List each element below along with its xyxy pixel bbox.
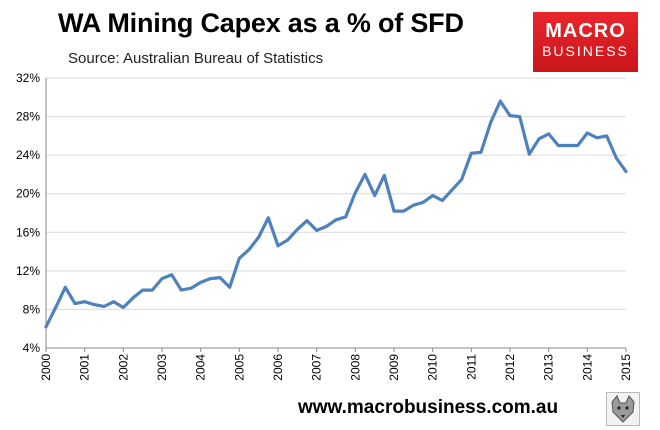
data-point xyxy=(286,238,290,242)
data-point xyxy=(479,150,483,154)
data-point xyxy=(518,115,522,118)
data-point xyxy=(450,188,454,192)
footer-url: www.macrobusiness.com.au xyxy=(298,397,559,418)
data-point xyxy=(363,173,367,176)
data-point xyxy=(92,303,96,306)
data-point xyxy=(63,285,67,289)
data-point xyxy=(315,229,319,232)
data-point xyxy=(73,302,77,305)
data-point xyxy=(614,156,618,160)
x-tick-label: 2012 xyxy=(503,354,517,381)
data-point xyxy=(556,144,560,147)
data-point xyxy=(527,152,531,156)
x-tick-label: 2015 xyxy=(619,354,633,381)
data-point xyxy=(498,99,502,103)
data-point xyxy=(102,305,106,308)
x-tick-label: 2005 xyxy=(232,354,246,381)
data-point xyxy=(469,151,473,155)
data-point xyxy=(189,286,193,290)
y-tick-label: 4% xyxy=(23,341,41,355)
x-tick-label: 2007 xyxy=(310,354,324,381)
data-point xyxy=(460,177,464,181)
data-point xyxy=(566,144,570,147)
data-point xyxy=(431,194,435,198)
data-point xyxy=(54,306,58,309)
y-tick-label: 16% xyxy=(16,225,40,239)
data-point xyxy=(595,136,599,140)
y-tick-label: 12% xyxy=(16,264,40,278)
data-point xyxy=(44,325,48,329)
y-tick-label: 28% xyxy=(16,110,40,124)
data-point xyxy=(295,228,299,231)
data-point xyxy=(228,285,232,289)
x-tick-label: 2011 xyxy=(464,354,478,380)
chart-source: Source: Australian Bureau of Statistics xyxy=(68,50,324,67)
data-point xyxy=(547,132,551,136)
data-point xyxy=(266,216,270,220)
data-point xyxy=(411,203,415,207)
data-point xyxy=(199,281,203,284)
data-point xyxy=(624,170,628,173)
x-tick-label: 2014 xyxy=(580,354,594,381)
x-tick-label: 2004 xyxy=(194,354,208,381)
x-tick-label: 2008 xyxy=(348,354,362,381)
data-point xyxy=(421,201,425,204)
macrobusiness-logo: MACRO BUSINESS xyxy=(533,12,638,72)
x-tick-label: 2009 xyxy=(387,354,401,381)
data-point xyxy=(257,235,261,239)
data-point xyxy=(334,218,338,222)
x-tick-label: 2001 xyxy=(78,354,92,381)
logo-line-2: BUSINESS xyxy=(542,43,629,59)
data-point xyxy=(141,288,145,292)
data-point xyxy=(237,256,241,260)
logo-line-1: MACRO xyxy=(545,20,626,42)
y-tick-label: 8% xyxy=(23,302,41,316)
data-point xyxy=(150,288,154,292)
x-tick-label: 2003 xyxy=(155,354,169,381)
y-tick-label: 24% xyxy=(16,148,40,162)
data-point xyxy=(585,131,589,135)
series-line xyxy=(44,99,628,329)
data-point xyxy=(537,137,541,141)
data-point xyxy=(179,288,183,292)
data-point xyxy=(121,306,125,309)
data-point xyxy=(83,300,87,304)
y-tick-label: 32% xyxy=(16,71,40,85)
data-point xyxy=(576,144,580,147)
data-point xyxy=(208,277,212,280)
data-point xyxy=(131,296,135,300)
data-point xyxy=(160,277,164,280)
data-point xyxy=(247,248,251,252)
data-point xyxy=(605,134,609,138)
data-point xyxy=(508,114,512,117)
data-point xyxy=(324,225,328,228)
data-point xyxy=(382,174,386,177)
x-tick-label: 2000 xyxy=(39,354,53,381)
data-point xyxy=(440,199,444,202)
x-tick-label: 2013 xyxy=(542,354,556,381)
x-tick-label: 2010 xyxy=(426,354,440,381)
data-point xyxy=(373,194,377,198)
data-point xyxy=(353,191,357,195)
data-point xyxy=(489,121,493,124)
data-point xyxy=(305,219,309,223)
wolf-mascot-icon xyxy=(606,392,640,426)
data-point xyxy=(392,209,396,213)
data-point xyxy=(218,276,222,279)
data-point xyxy=(344,215,348,219)
data-point xyxy=(112,300,116,304)
y-tick-label: 20% xyxy=(16,187,40,201)
data-point xyxy=(276,244,280,248)
x-tick-label: 2006 xyxy=(271,354,285,381)
chart-title: WA Mining Capex as a % of SFD xyxy=(58,8,464,38)
data-point xyxy=(402,209,406,213)
data-point xyxy=(170,273,174,277)
x-tick-label: 2002 xyxy=(116,354,130,381)
